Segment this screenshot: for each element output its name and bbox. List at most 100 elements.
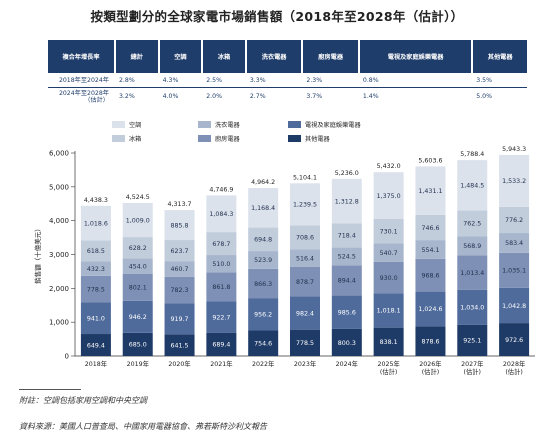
bar-value-label: 454.0 — [129, 263, 147, 270]
bar-segment — [248, 188, 279, 228]
bar-segment — [206, 255, 237, 273]
bar-segment — [457, 255, 488, 290]
chart-legend: 空調 洗衣電器 電視及家庭娛樂電器 冰箱 廚房電器 其他電器 — [112, 120, 412, 146]
cagr-cell: 4.3% — [158, 73, 203, 88]
bar-segment — [457, 289, 488, 325]
bar-value-label: 782.3 — [171, 287, 189, 294]
bar-segment — [499, 154, 530, 207]
x-tick-label: (估計) — [422, 367, 440, 376]
bar-segment — [415, 240, 446, 259]
bar-value-label: 982.4 — [296, 310, 314, 317]
bar-segment — [373, 293, 404, 328]
legend-swatch — [288, 135, 301, 142]
cagr-cell: 0.8% — [358, 73, 473, 88]
chart-title: 按類型劃分的全球家電市場銷售額（2018年至2028年（估計）） — [90, 9, 464, 24]
bar-segment — [499, 206, 530, 234]
bar-total-label: 4,438.3 — [84, 197, 108, 204]
cagr-cell: 4.0% — [162, 93, 179, 100]
source-note: 資料來源：美國人口普查局、中國家用電器協會、弗若斯特沙利文報告 — [19, 422, 267, 431]
bar-value-label: 972.6 — [505, 337, 523, 344]
bar-segment — [80, 302, 111, 335]
cagr-row-2024-2028: 2024年至2028年（估計） 3.2% 4.0% 2.0% 2.7% 3.7%… — [48, 88, 527, 106]
bar-segment — [122, 273, 153, 301]
legend-item-other: 其他電器 — [288, 134, 330, 143]
cagr-col-total: 總計 — [115, 40, 160, 73]
bar-segment — [331, 223, 362, 248]
bar-value-label: 985.6 — [338, 310, 356, 317]
bar-value-label: 1,034.0 — [460, 305, 484, 312]
bar-segment — [248, 227, 279, 252]
bar-value-label: 922.7 — [212, 314, 230, 321]
cagr-cell: 2.7% — [249, 93, 266, 100]
legend-label: 其他電器 — [305, 136, 330, 143]
bar-total-label: 5,236.0 — [335, 170, 359, 177]
bar-segment — [290, 225, 320, 250]
bar-value-label: 510.0 — [212, 261, 230, 268]
bar-segment — [290, 296, 320, 330]
bar-value-label: 885.8 — [171, 222, 189, 229]
x-tick-label: (估計) — [380, 367, 398, 376]
bar-total-label: 4,964.2 — [251, 179, 275, 186]
x-tick-label: 2018年 — [85, 359, 107, 368]
bar-value-label: 678.7 — [212, 241, 230, 248]
y-tick-label: 0 — [65, 353, 69, 361]
bar-value-label: 641.5 — [171, 342, 189, 349]
x-tick-label: 2025年 — [377, 359, 399, 368]
footnote: 附註：空調包括家用空調和中央空調 — [19, 396, 147, 405]
y-axis-label: 銷售額（十億美元） — [33, 225, 42, 284]
bar-value-label: 946.2 — [129, 314, 147, 321]
y-tick-label: 2,000 — [49, 285, 69, 293]
bar-segment — [331, 328, 362, 356]
bar-segment — [499, 287, 530, 324]
bar-value-label: 649.4 — [87, 342, 105, 349]
bar-segment — [415, 326, 446, 356]
bar-segment — [499, 323, 530, 356]
bar-total-label: 5,943.3 — [502, 146, 526, 153]
bar-segment — [164, 276, 195, 304]
cagr-cell: 3.2% — [119, 93, 135, 100]
cagr-col-tv: 電視及家庭娛樂電器 — [358, 40, 474, 73]
bar-segment — [373, 172, 404, 219]
bar-segment — [248, 251, 279, 269]
bar-segment — [373, 261, 404, 294]
bar-segment — [290, 266, 320, 297]
cagr-cell: 2.8% — [115, 73, 159, 88]
legend-label: 電視及家庭娛樂電器 — [305, 122, 361, 129]
legend-swatch — [112, 121, 125, 128]
bar-value-label: 1,042.8 — [502, 303, 526, 310]
bar-segment — [80, 334, 111, 356]
bar-value-label: 968.6 — [421, 273, 439, 280]
bar-value-label: 800.3 — [338, 340, 356, 347]
bar-value-label: 516.4 — [296, 255, 314, 262]
bar-total-label: 5,788.4 — [460, 151, 484, 158]
bar-value-label: 1,084.3 — [209, 211, 233, 218]
bar-value-label: 838.1 — [380, 339, 398, 346]
bar-value-label: 762.5 — [463, 221, 481, 228]
bar-value-label: 866.3 — [254, 281, 272, 288]
x-tick-label: 2022年 — [252, 359, 274, 368]
bar-value-label: 1,009.0 — [126, 217, 150, 224]
legend-item-fridge: 冰箱 — [112, 134, 141, 143]
bar-segment — [122, 300, 153, 333]
bar-value-label: 894.4 — [338, 278, 356, 285]
bar-total-label: 5,104.1 — [293, 174, 317, 181]
bar-value-label: 778.5 — [87, 286, 105, 293]
bar-value-label: 1,484.5 — [460, 183, 484, 190]
bar-segment — [122, 258, 153, 274]
cagr-cell: 3.7% — [306, 93, 323, 100]
bar-value-label: 1,431.1 — [418, 188, 442, 195]
bar-value-label: 1,035.1 — [502, 268, 526, 275]
bar-segment — [80, 261, 111, 276]
bar-segment — [164, 210, 195, 241]
bar-value-label: 460.7 — [171, 266, 189, 273]
cagr-col-kitchen: 廚房電器 — [302, 40, 360, 73]
bar-segment — [499, 252, 530, 288]
bar-value-label: 1,239.5 — [293, 202, 317, 209]
x-tick-label: 2026年 — [419, 359, 441, 368]
bar-value-label: 941.0 — [87, 315, 105, 322]
bar-value-label: 802.1 — [129, 285, 147, 292]
y-tick-label: 4,000 — [49, 217, 69, 225]
x-tick-label: 2020年 — [168, 359, 190, 368]
legend-label: 冰箱 — [129, 136, 142, 143]
bar-segment — [457, 236, 488, 256]
